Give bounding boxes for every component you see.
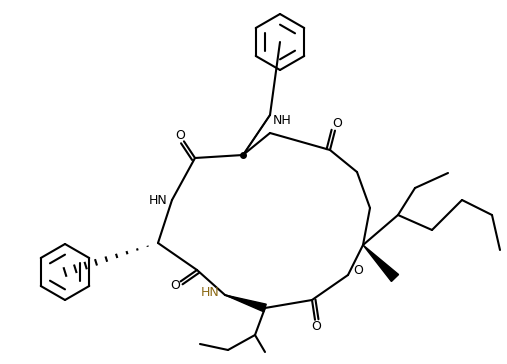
Text: HN: HN: [149, 194, 168, 206]
Text: O: O: [332, 117, 342, 130]
Text: O: O: [175, 129, 185, 142]
Polygon shape: [243, 115, 270, 155]
Text: O: O: [311, 320, 321, 333]
Polygon shape: [363, 245, 399, 281]
Polygon shape: [225, 295, 266, 312]
Text: HN: HN: [200, 286, 219, 300]
Text: NH: NH: [273, 114, 292, 127]
Text: O: O: [353, 265, 363, 277]
Text: O: O: [170, 279, 180, 292]
